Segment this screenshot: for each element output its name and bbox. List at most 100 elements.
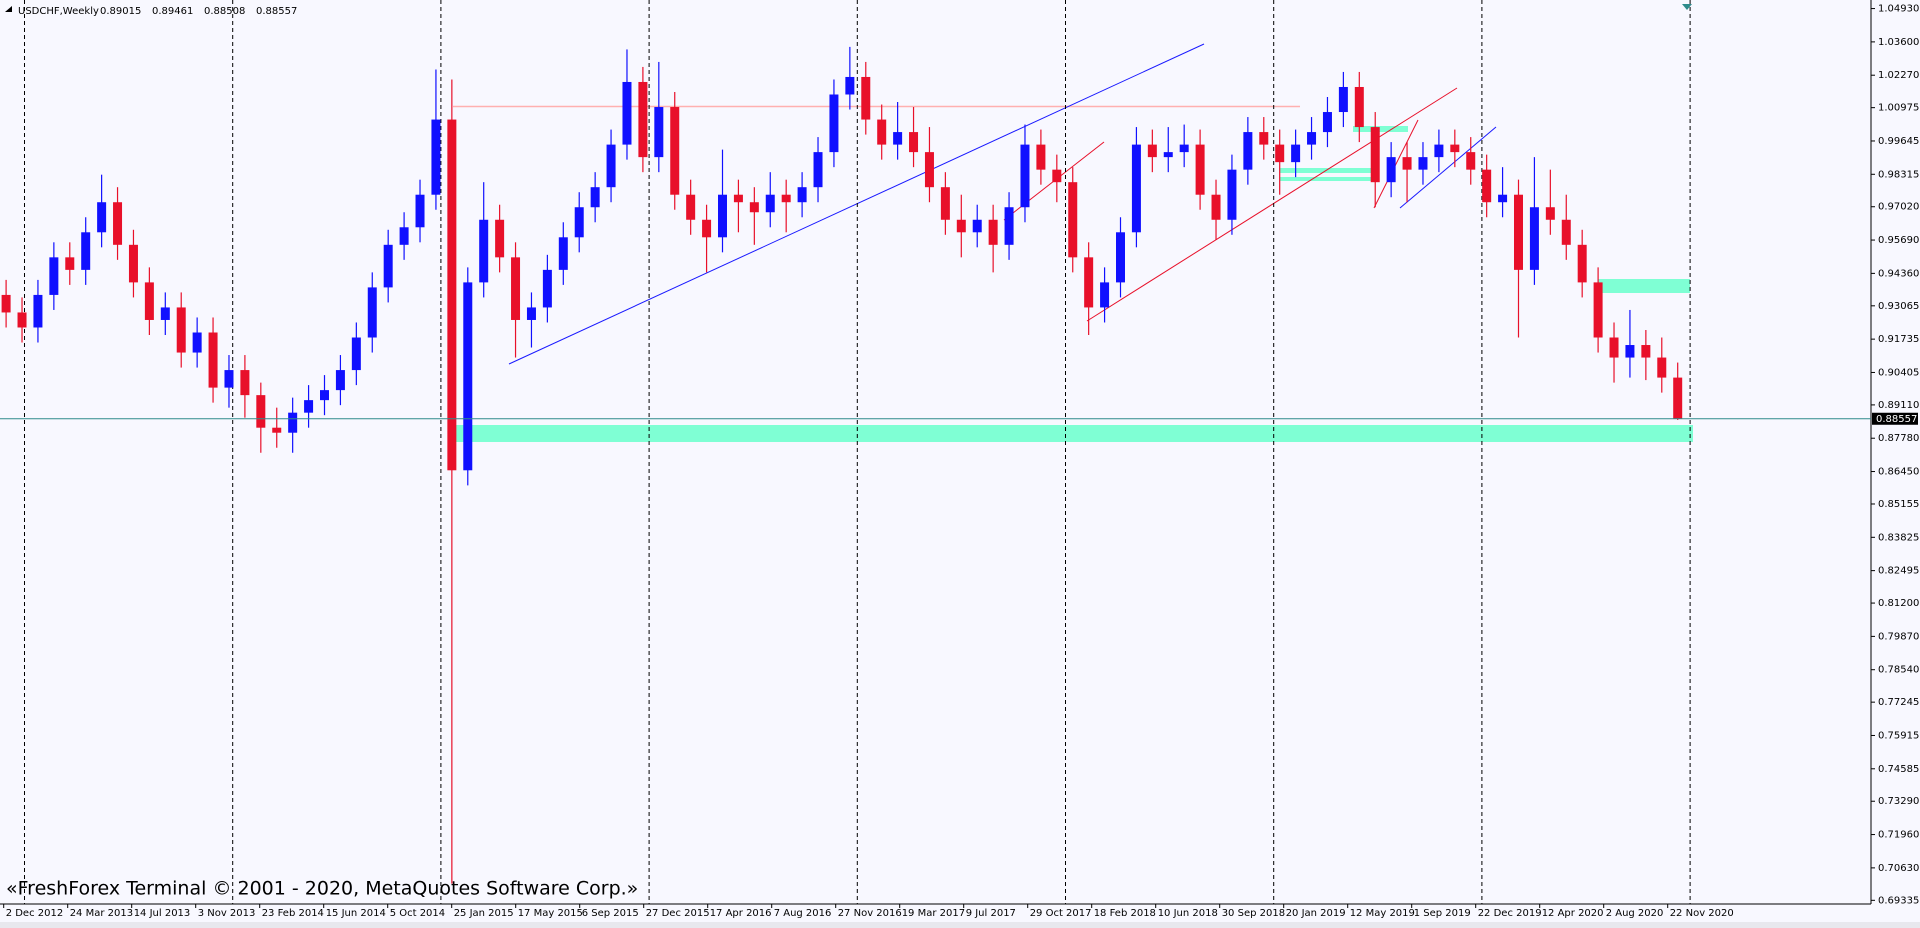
x-tick-label: 10 Jun 2018 xyxy=(1158,908,1218,919)
candle-body xyxy=(702,219,712,238)
candle-body xyxy=(1529,207,1539,270)
candle-body xyxy=(208,332,218,388)
y-tick-label: 0.95690 xyxy=(1878,235,1919,246)
zone xyxy=(1353,126,1408,132)
candle-body xyxy=(1609,337,1619,358)
candle-body xyxy=(1338,86,1348,113)
y-tick-label: 0.75915 xyxy=(1878,730,1919,741)
candle-body xyxy=(1131,144,1141,233)
candle-body xyxy=(272,427,282,433)
header-value: 0.88508 xyxy=(204,6,245,17)
candle-body xyxy=(431,119,441,195)
x-tick-label: 17 May 2015 xyxy=(518,908,583,919)
candle-body xyxy=(176,307,186,353)
support-zone xyxy=(451,425,1693,442)
candle-body xyxy=(113,202,123,245)
candle-body xyxy=(1577,244,1587,283)
candle-body xyxy=(893,132,903,145)
y-tick-label: 0.89110 xyxy=(1878,400,1919,411)
candle-body xyxy=(1147,144,1157,158)
y-tick-label: 0.91735 xyxy=(1878,334,1919,345)
y-tick-label: 0.71960 xyxy=(1878,830,1919,841)
candle-body xyxy=(877,119,887,145)
candle-body xyxy=(383,244,393,288)
candle-body xyxy=(1418,157,1428,170)
candle-body xyxy=(1052,169,1062,183)
candle-body xyxy=(924,152,934,188)
candle-body xyxy=(1498,194,1508,203)
x-tick-label: 30 Sep 2018 xyxy=(1222,908,1285,919)
trend-line xyxy=(508,43,1205,365)
resistance-zone xyxy=(1598,279,1690,293)
x-tick-label: 20 Jan 2019 xyxy=(1286,908,1346,919)
y-tick-label: 0.99645 xyxy=(1878,136,1919,147)
y-tick-label: 0.97020 xyxy=(1878,202,1919,213)
candle-body xyxy=(224,370,234,388)
x-tick-label: 6 Sep 2015 xyxy=(582,908,639,919)
candle-body xyxy=(956,219,966,233)
candle-body xyxy=(1307,132,1317,145)
y-tick-label: 0.69335 xyxy=(1878,895,1919,906)
candle-body xyxy=(447,119,457,471)
x-tick-label: 9 Jul 2017 xyxy=(966,908,1016,919)
candle-body xyxy=(1482,169,1492,203)
y-tick-label: 0.81200 xyxy=(1878,598,1919,609)
y-tick-label: 0.83825 xyxy=(1878,532,1919,543)
candle-body xyxy=(1243,132,1253,170)
candle-body xyxy=(1,294,11,313)
candle-body xyxy=(1227,169,1237,220)
header-value: 0.89461 xyxy=(152,6,193,17)
candle-body xyxy=(399,227,409,245)
y-tick-label: 0.86450 xyxy=(1878,467,1919,478)
candle-body xyxy=(65,257,75,270)
candle-body xyxy=(367,287,377,338)
candle-body xyxy=(1100,282,1110,308)
candle-body xyxy=(590,187,600,208)
candle-body xyxy=(686,194,696,220)
trend-line xyxy=(1373,119,1419,209)
y-tick-label: 0.74585 xyxy=(1878,764,1919,775)
y-tick-label: 0.98315 xyxy=(1878,169,1919,180)
candle-body xyxy=(1068,182,1078,258)
candle-body xyxy=(17,312,27,328)
x-tick-label: 27 Nov 2016 xyxy=(838,908,902,919)
candle-body xyxy=(1211,194,1221,220)
x-tick-label: 19 Mar 2017 xyxy=(902,908,965,919)
candle-body xyxy=(845,76,855,95)
candle-body xyxy=(511,257,521,320)
candle-body xyxy=(240,370,250,396)
candles xyxy=(1,46,1683,884)
candle-body xyxy=(861,76,871,120)
last-price-box xyxy=(1872,412,1918,425)
candle-body xyxy=(81,232,91,270)
symbol-title: USDCHF,Weekly xyxy=(18,6,99,17)
candle-body xyxy=(670,107,680,195)
candle-body xyxy=(940,187,950,220)
x-tick-label: 14 Jul 2013 xyxy=(134,908,191,919)
candle-body xyxy=(1084,257,1094,308)
candle-body xyxy=(415,194,425,228)
shift-marker xyxy=(1682,4,1692,10)
header-icon xyxy=(5,6,12,12)
candle-body xyxy=(988,219,998,245)
candle-body xyxy=(1116,232,1125,283)
candle-body xyxy=(320,390,329,401)
y-tick-label: 0.82495 xyxy=(1878,566,1919,577)
trend-line xyxy=(1086,87,1458,322)
watermark: «FreshForex Terminal © 2001 - 2020, Meta… xyxy=(6,878,638,900)
candle-body xyxy=(718,194,727,238)
candle-body xyxy=(1386,157,1396,183)
y-tick-label: 1.04930 xyxy=(1878,4,1919,15)
candle-body xyxy=(463,282,473,471)
candle-body xyxy=(829,94,839,153)
candle-body xyxy=(909,132,919,153)
x-tick-label: 1 Sep 2019 xyxy=(1414,908,1471,919)
y-tick-label: 0.73290 xyxy=(1878,796,1919,807)
candle-body xyxy=(1370,127,1380,183)
candle-body xyxy=(49,257,59,295)
candle-body xyxy=(1004,207,1014,245)
candle-body xyxy=(304,400,314,413)
candle-body xyxy=(335,370,345,391)
x-tick-label: 18 Feb 2018 xyxy=(1094,908,1156,919)
